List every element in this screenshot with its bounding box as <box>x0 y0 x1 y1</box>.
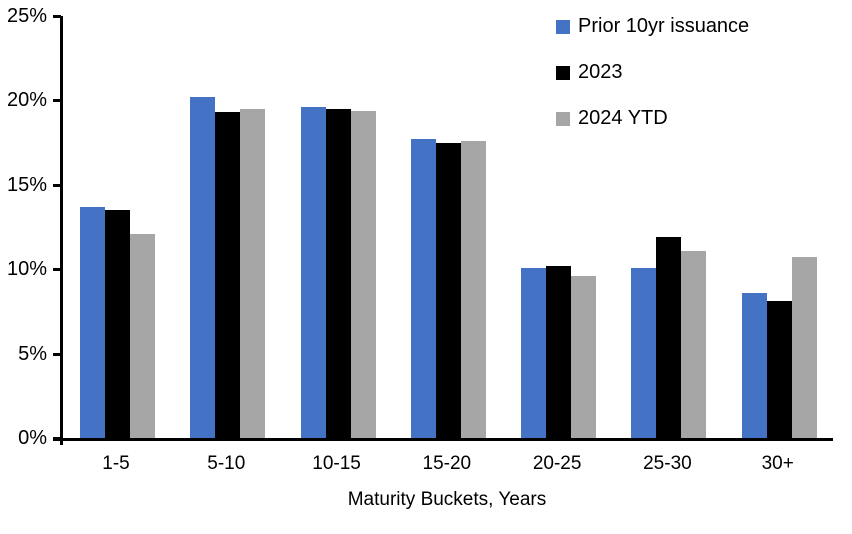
legend-swatch-2023 <box>556 65 570 80</box>
bar <box>791 257 817 438</box>
bar <box>435 142 461 438</box>
x-tick-label: 25-30 <box>643 453 692 474</box>
bar <box>350 110 376 438</box>
bar <box>546 265 572 438</box>
x-axis-title: Maturity Buckets, Years <box>347 489 547 510</box>
y-tick-label: 20% <box>6 89 47 112</box>
x-tick-label: 30+ <box>761 453 794 474</box>
bar <box>741 292 767 438</box>
bar <box>410 139 436 438</box>
y-tick-mark <box>53 352 61 356</box>
bar <box>105 210 130 438</box>
y-tick-mark <box>53 437 61 440</box>
y-axis-line <box>60 16 63 445</box>
y-tick-label: 25% <box>6 5 47 27</box>
legend-item-2023: 2023 <box>556 61 749 83</box>
bar <box>325 108 351 438</box>
legend-label: Prior 10yr issuance <box>578 15 750 37</box>
y-tick-mark <box>53 183 61 187</box>
bar <box>766 301 792 438</box>
legend-label: 2024 YTD <box>578 107 668 129</box>
legend-item-prior-10yr-issuance: Prior 10yr issuance <box>556 15 750 37</box>
bar <box>130 233 155 438</box>
x-tick-label: 20-25 <box>532 453 582 474</box>
x-tick-label: 5-10 <box>207 453 246 474</box>
legend: Prior 10yr issuance 2023 2024 YTD <box>556 15 750 154</box>
y-tick-label: 0% <box>18 427 47 449</box>
bar <box>631 267 657 438</box>
y-tick-mark <box>53 268 61 272</box>
bar <box>300 107 326 438</box>
y-tick-mark <box>53 15 61 18</box>
bar <box>656 237 682 438</box>
y-tick-label: 5% <box>18 342 47 365</box>
y-tick-label: 10% <box>6 258 47 281</box>
y-tick-label: 15% <box>6 173 47 196</box>
bar <box>190 97 216 438</box>
bar <box>240 108 266 438</box>
legend-swatch-prior-10yr-issuance <box>556 19 570 34</box>
x-tick-label: 15-20 <box>422 453 472 474</box>
x-tick-label: 10-15 <box>312 453 361 474</box>
legend-item-2024-ytd: 2024 YTD <box>556 107 749 129</box>
y-tick-mark <box>53 99 61 103</box>
bar <box>521 267 547 438</box>
bar <box>80 206 105 438</box>
bar <box>215 112 241 438</box>
x-tick-label: 1-5 <box>102 453 130 474</box>
legend-label: 2023 <box>578 61 623 83</box>
bar <box>571 275 597 438</box>
legend-swatch-2024-ytd <box>556 111 570 126</box>
x-axis-line <box>53 438 833 441</box>
bar <box>681 250 707 438</box>
bar <box>460 140 486 438</box>
